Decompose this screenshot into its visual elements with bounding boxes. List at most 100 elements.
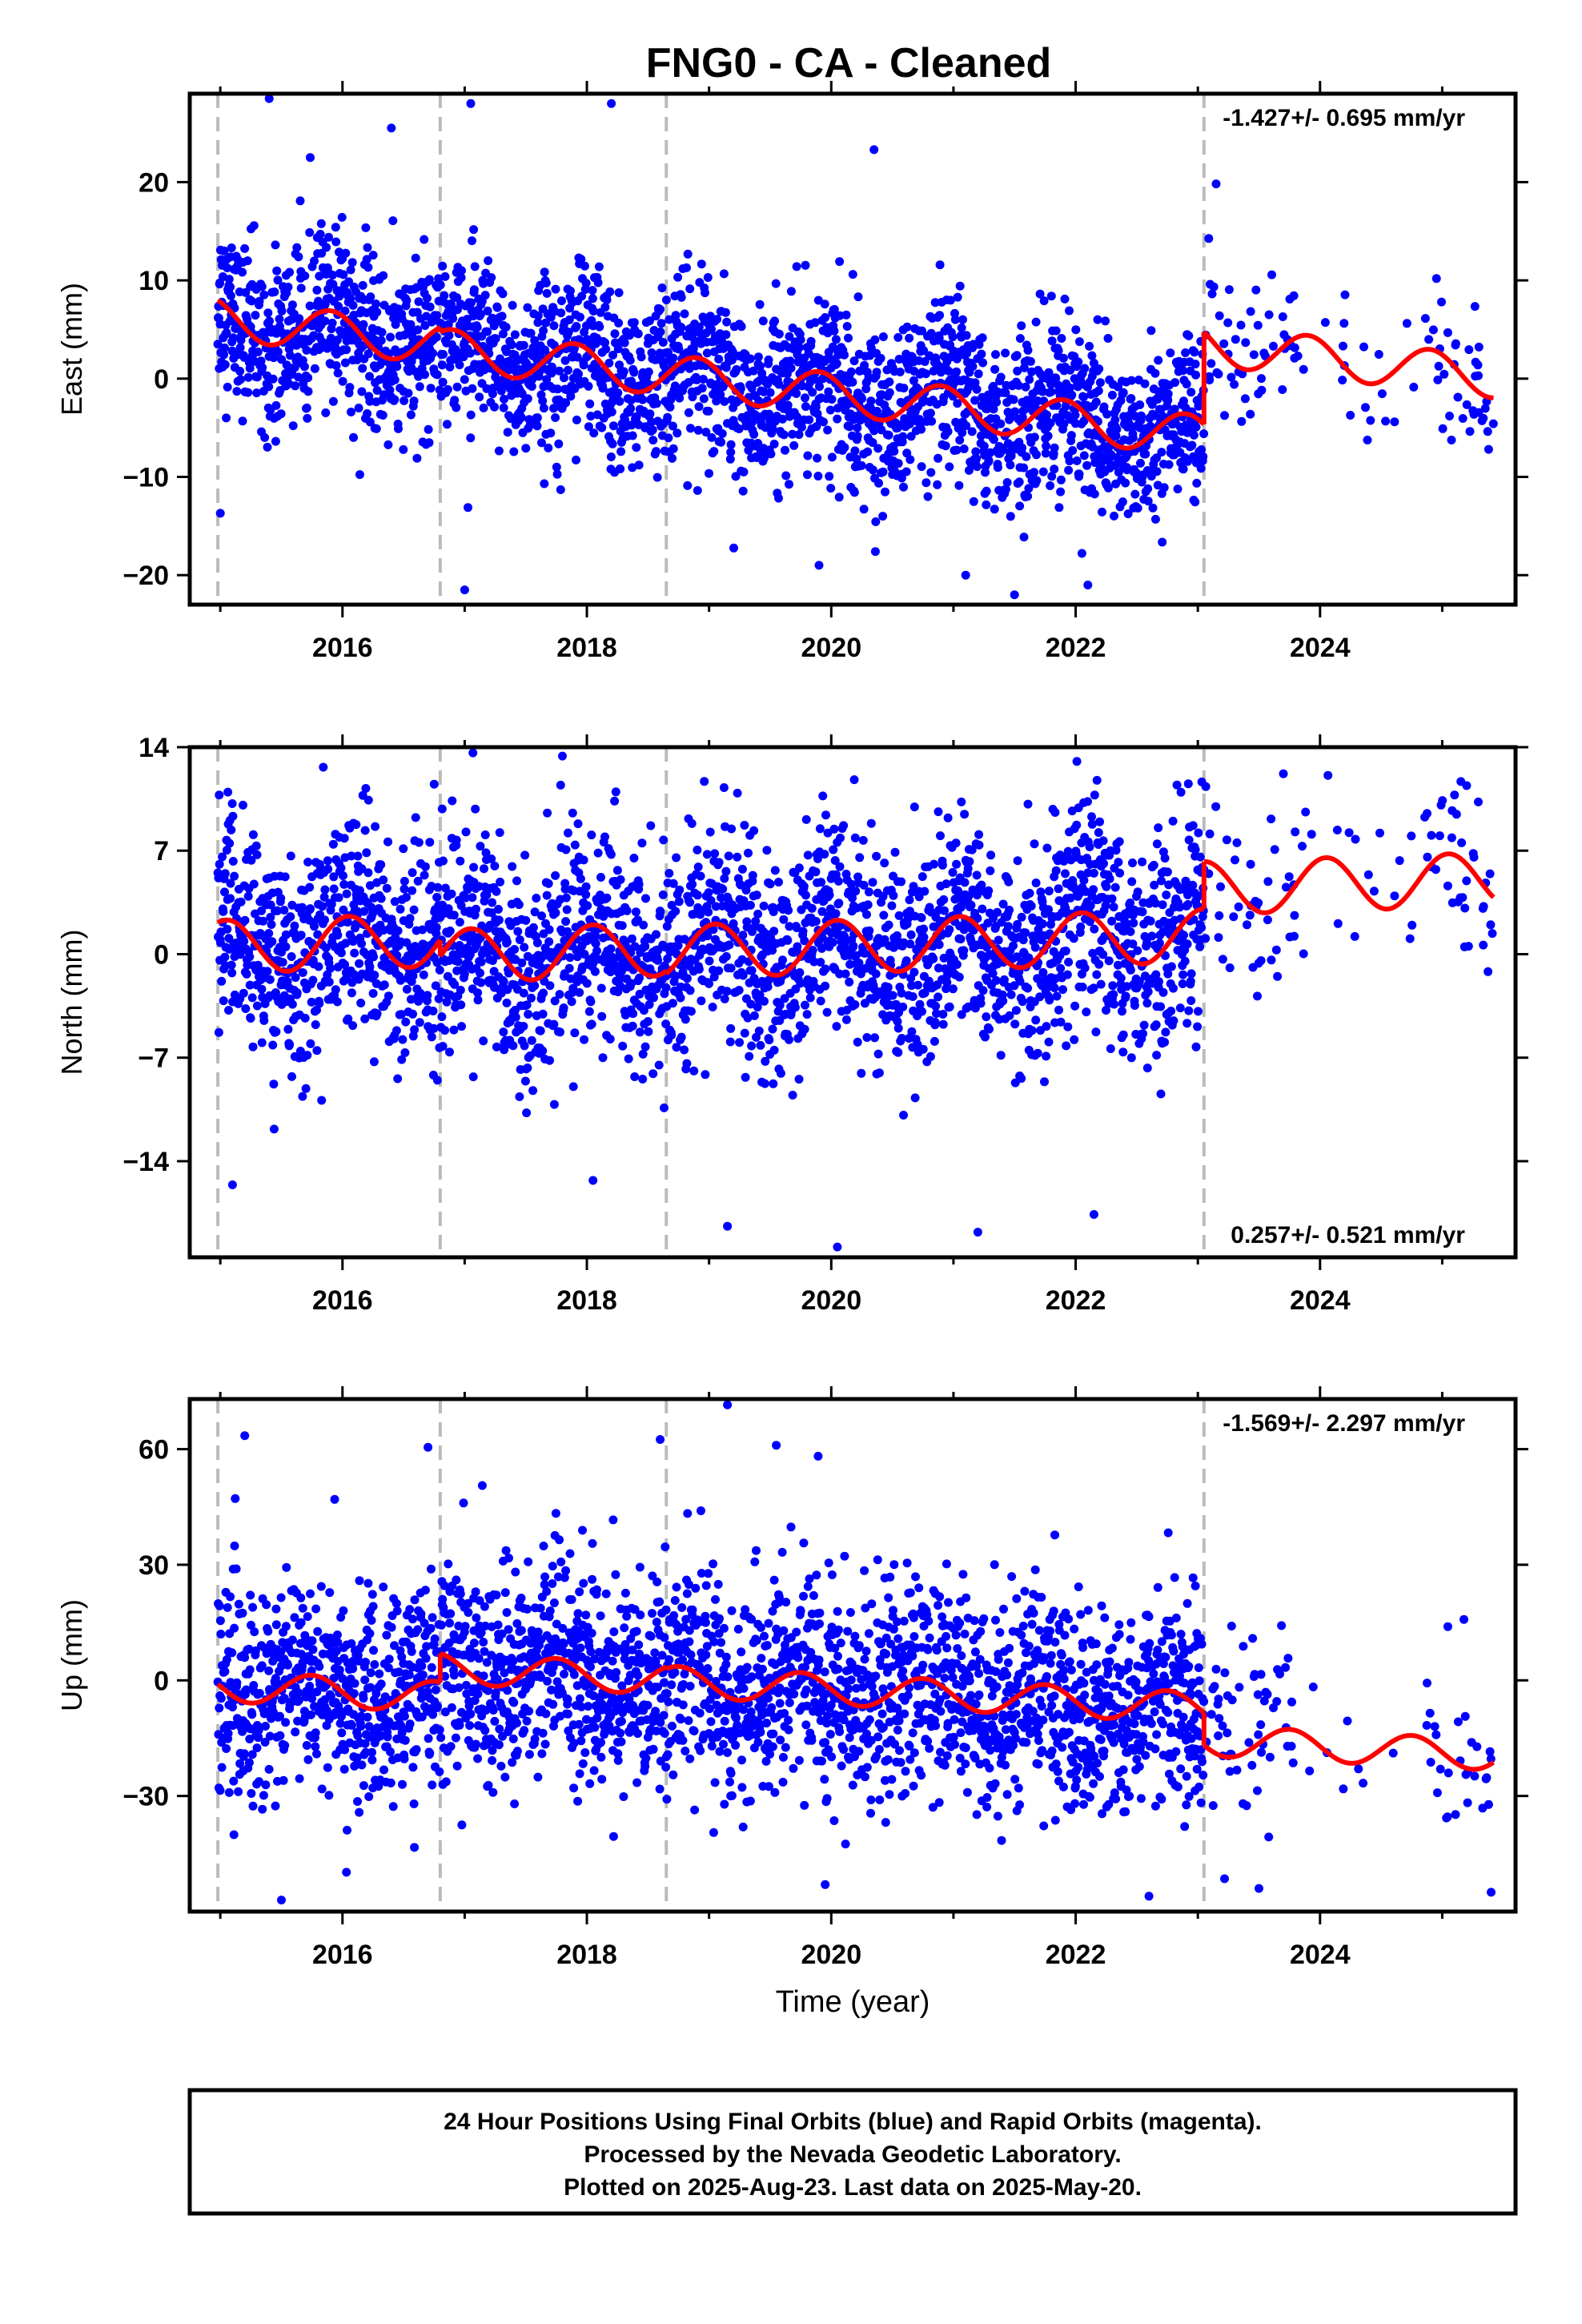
data-point [1103,483,1113,493]
data-point [255,296,264,306]
data-point [281,930,291,939]
data-point [323,864,333,874]
data-point [829,845,838,854]
data-point [584,422,593,432]
data-point [877,425,886,435]
data-point [1146,421,1155,431]
data-point [817,907,827,916]
data-point [727,824,737,834]
data-point [437,804,447,814]
data-point [337,212,347,222]
data-point [551,870,560,880]
data-point [539,988,548,998]
data-point [1057,334,1066,343]
data-point [670,381,680,391]
data-point [1181,348,1191,357]
data-point [646,821,656,830]
data-point [978,358,988,368]
data-point [1099,402,1109,412]
data-point [523,951,532,961]
data-point [1227,372,1236,382]
data-point [447,889,456,899]
data-point [832,1022,841,1031]
data-point [226,894,235,903]
data-point [561,398,571,408]
data-point [540,479,549,489]
data-point [907,1027,917,1036]
data-point [617,921,627,931]
data-point [786,287,796,296]
data-point [758,316,768,326]
data-point [331,985,340,995]
data-point [802,1010,812,1019]
data-point [917,872,927,882]
data-point [341,939,351,948]
data-point [259,290,269,300]
data-point [357,939,366,948]
data-point [259,916,268,926]
data-point [1363,436,1372,444]
data-point [329,872,339,882]
data-point [722,317,732,327]
data-point [347,851,356,861]
data-point [725,454,735,464]
data-point [1431,274,1441,283]
data-point [744,848,753,858]
data-point [530,981,540,991]
data-point [339,871,347,880]
data-point [665,869,674,878]
data-point [300,1013,310,1023]
data-point [732,364,741,374]
y-tick-label: −20 [122,561,169,591]
data-point [487,854,496,863]
data-point [819,417,828,427]
data-point [905,895,914,905]
data-point [432,311,442,320]
data-point [629,318,639,328]
data-point [656,304,665,314]
data-point [1136,458,1145,468]
data-point [1207,359,1216,368]
data-point [854,959,864,967]
data-point [554,439,564,448]
data-point [978,986,988,995]
data-point [669,444,678,453]
data-point [647,417,656,427]
data-point [224,275,234,284]
data-point [343,918,352,927]
data-point [568,1082,578,1092]
data-point [1067,390,1077,400]
data-point [329,884,339,894]
data-point [897,473,906,483]
data-point [794,863,804,873]
data-point [719,269,729,279]
data-point [1054,503,1064,513]
data-point [252,850,262,859]
data-point [673,428,682,438]
data-point [602,296,612,304]
data-point [348,937,358,946]
data-point [1001,485,1010,494]
data-point [465,348,475,358]
data-point [538,396,548,406]
data-point [432,1076,442,1085]
data-point [1150,514,1160,524]
data-point [616,447,626,456]
data-point [878,332,888,341]
data-point [745,354,755,364]
data-point [1072,456,1082,465]
data-point [808,946,817,955]
data-point [952,445,962,455]
data-point [1443,328,1452,337]
data-point [706,895,716,905]
data-point [789,440,799,450]
data-point [435,965,444,975]
data-point [930,298,940,308]
data-point [405,914,415,923]
data-point [322,243,331,252]
data-point [914,892,924,902]
data-point [982,1012,991,1022]
data-point [479,1036,488,1046]
data-point [737,322,746,332]
data-point [906,930,916,939]
